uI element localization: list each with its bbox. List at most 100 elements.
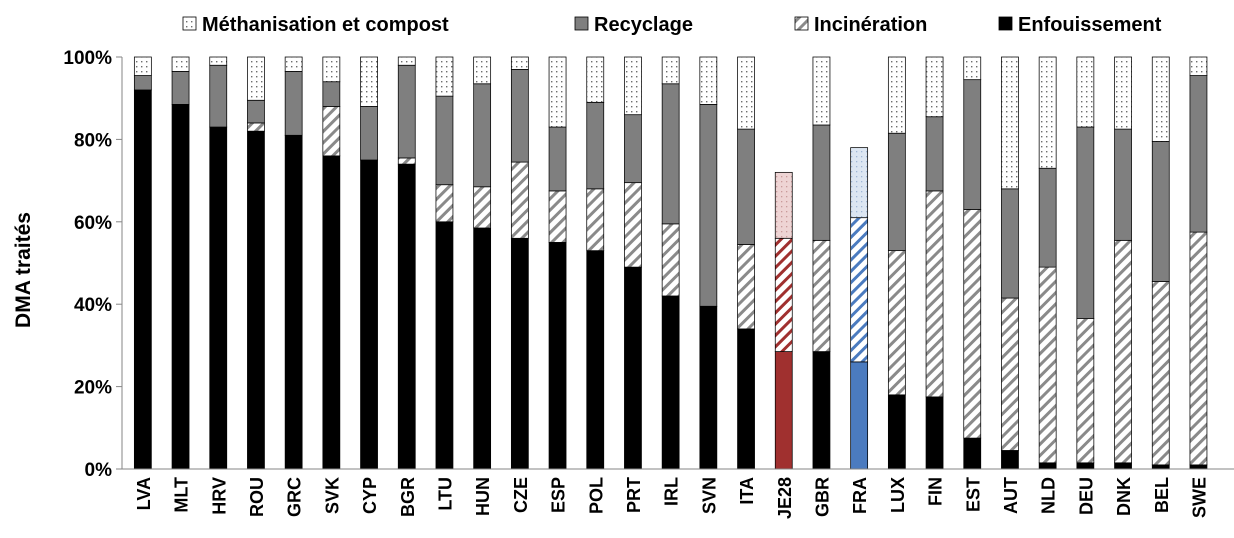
bar-segment-enfouissement (963, 437, 982, 470)
bar-segment-methanisation-et-compost (473, 56, 492, 85)
bar-segment-enfouissement (1001, 450, 1019, 470)
bar-stack-hrv (209, 56, 228, 470)
bar-segment-methanisation-et-compost (586, 56, 605, 103)
bar-segment-recyclage (1076, 126, 1095, 319)
bar-segment-recyclage (322, 81, 341, 107)
bar-stack-pol (586, 56, 605, 470)
bar-segment-recyclage (133, 75, 152, 91)
legend-swatch (574, 16, 589, 31)
bars-group (133, 56, 1208, 470)
legend-item-enfouissement: Enfouissement (998, 14, 1162, 36)
y-axis: 0% 20% 40% 60% 80% 100% (63, 48, 123, 481)
x-tick-label: DNK (1114, 477, 1134, 516)
legend-label: Enfouissement (1018, 14, 1162, 36)
legend-item-recyclage: Recyclage (574, 14, 693, 36)
bar-segment-recyclage (1151, 141, 1170, 282)
bar-stack-bel (1151, 56, 1170, 470)
bar-segment-enfouissement (624, 266, 642, 470)
bar-segment-recyclage (586, 101, 605, 190)
bar-stack-ita (737, 56, 755, 470)
bar-stack-cze (510, 56, 529, 470)
bar-segment-methanisation-et-compost (133, 56, 152, 76)
legend-label: Méthanisation et compost (202, 14, 449, 36)
x-tick-label: HRV (209, 477, 229, 515)
x-tick-label: LUX (888, 477, 908, 513)
legend-swatch (998, 16, 1013, 31)
bar-segment-incineration (1076, 318, 1095, 464)
bar-segment-recyclage (473, 83, 492, 188)
bar-stack-svn (699, 56, 718, 470)
bar-segment-incineration (473, 186, 492, 229)
bar-segment-incineration (1189, 231, 1208, 466)
bar-segment-enfouissement (473, 227, 492, 470)
x-tick-label: CZE (511, 477, 531, 513)
bar-segment-enfouissement (209, 126, 228, 470)
bar-stack-aut (1001, 56, 1019, 470)
x-tick-label: BEL (1152, 477, 1172, 513)
bar-segment-methanisation-et-compost (397, 56, 416, 66)
x-tick-label: SVN (699, 477, 719, 514)
bar-stack-je28 (774, 171, 793, 470)
bar-stack-hun (473, 56, 492, 470)
bar-segment-methanisation-et-compost (247, 56, 265, 101)
bar-segment-methanisation-et-compost (1038, 56, 1057, 169)
bar-stack-nld (1038, 56, 1057, 470)
bar-segment-incineration (1038, 266, 1057, 464)
bar-segment-methanisation-et-compost (1189, 56, 1208, 76)
bar-segment-methanisation-et-compost (850, 147, 869, 219)
x-tick-label: PRT (624, 477, 644, 513)
bar-segment-incineration (887, 250, 906, 396)
bar-segment-enfouissement (133, 89, 152, 470)
bar-segment-recyclage (247, 99, 265, 124)
y-tick-label: 0% (85, 460, 113, 481)
bar-segment-enfouissement (737, 328, 755, 470)
y-tick-label: 60% (74, 213, 112, 234)
bar-stack-swe (1189, 56, 1208, 470)
bar-segment-methanisation-et-compost (1151, 56, 1170, 142)
bar-segment-incineration (1151, 281, 1170, 466)
x-tick-label: LTU (435, 477, 455, 511)
x-tick-label: IRL (662, 477, 682, 506)
bar-stack-rou (247, 56, 265, 470)
bar-segment-incineration (737, 244, 755, 330)
bar-segment-recyclage (397, 64, 416, 159)
y-tick-label: 20% (74, 378, 112, 399)
bar-segment-incineration (812, 239, 831, 352)
bar-segment-methanisation-et-compost (699, 56, 718, 105)
bar-stack-svk (322, 56, 341, 470)
y-tick-label: 80% (74, 130, 112, 151)
bar-segment-methanisation-et-compost (360, 56, 378, 107)
x-tick-label: SWE (1189, 477, 1209, 518)
bar-segment-enfouissement (661, 295, 680, 470)
bar-segment-enfouissement (171, 104, 190, 470)
bar-segment-incineration (774, 237, 793, 352)
bar-segment-methanisation-et-compost (209, 56, 228, 66)
bar-stack-grc (284, 56, 303, 470)
bar-segment-methanisation-et-compost (322, 56, 341, 83)
bar-segment-enfouissement (1151, 464, 1170, 470)
legend-item-incineration: Incinération (794, 14, 927, 36)
bar-segment-recyclage (1001, 188, 1019, 299)
bar-segment-recyclage (1038, 167, 1057, 268)
bar-segment-incineration (661, 223, 680, 297)
bar-segment-incineration (624, 182, 642, 268)
bar-segment-methanisation-et-compost (774, 171, 793, 239)
bar-segment-recyclage (699, 104, 718, 307)
bar-segment-recyclage (925, 116, 944, 192)
bar-segment-enfouissement (1189, 464, 1208, 470)
bar-stack-est (963, 56, 982, 470)
bar-stack-lva (133, 56, 152, 470)
bar-segment-recyclage (737, 128, 755, 245)
bar-segment-enfouissement (510, 237, 529, 470)
bar-segment-methanisation-et-compost (661, 56, 680, 85)
bar-stack-irl (661, 56, 680, 470)
bar-segment-incineration (510, 161, 529, 239)
bar-segment-enfouissement (1114, 462, 1132, 470)
bar-segment-recyclage (887, 132, 906, 252)
bar-stack-deu (1076, 56, 1095, 470)
bar-segment-methanisation-et-compost (925, 56, 944, 118)
bar-segment-recyclage (510, 68, 529, 163)
bar-segment-recyclage (171, 71, 190, 105)
bar-segment-incineration (322, 106, 341, 157)
